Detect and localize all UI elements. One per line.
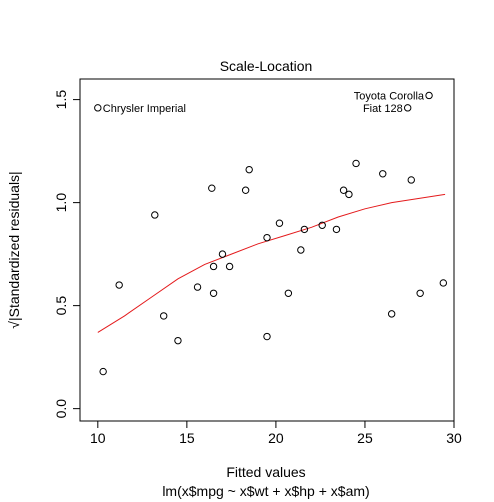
y-axis-label: √|Standardized residuals| <box>6 171 22 328</box>
plot-frame <box>79 78 455 422</box>
data-point <box>208 184 216 192</box>
data-point <box>225 262 234 271</box>
data-point <box>379 170 387 178</box>
data-point <box>339 186 348 194</box>
data-point <box>416 289 424 297</box>
x-tick-label: 25 <box>357 430 373 446</box>
y-tick-label: 1.5 <box>53 90 69 110</box>
x-axis-label: Fitted values <box>226 464 305 480</box>
data-point <box>300 225 309 234</box>
data-point <box>151 211 159 219</box>
data-point <box>439 279 448 287</box>
x-tick-label: 15 <box>179 430 195 446</box>
data-point <box>245 165 253 174</box>
smoother-layer <box>97 193 446 333</box>
data-point <box>284 289 293 297</box>
data-point <box>99 367 107 376</box>
data-points <box>94 91 448 376</box>
data-point <box>387 310 396 318</box>
data-point <box>403 104 412 112</box>
data-point <box>209 289 218 297</box>
x-tick-label: 30 <box>446 430 462 446</box>
data-point <box>407 176 415 184</box>
point-label: Toyota Corolla <box>354 90 425 102</box>
data-point <box>332 225 341 234</box>
data-point <box>318 221 326 229</box>
data-point <box>193 283 202 291</box>
data-point <box>174 336 182 345</box>
chart-title: Scale-Location <box>220 58 313 74</box>
data-point <box>297 246 305 254</box>
data-point <box>345 190 353 199</box>
point-label: Chrysler Imperial <box>103 103 186 115</box>
x-axis: 10 15 20 25 30 <box>90 420 462 446</box>
x-tick-label: 20 <box>268 430 284 446</box>
y-tick-label: 0.0 <box>53 399 69 419</box>
data-point <box>218 250 227 258</box>
x-tick-label: 10 <box>90 430 106 446</box>
y-tick-label: 1.0 <box>53 193 69 213</box>
data-point <box>160 312 168 320</box>
data-point <box>275 219 284 227</box>
y-tick-label: 0.5 <box>53 296 69 316</box>
data-point <box>209 262 218 271</box>
data-point <box>425 91 433 100</box>
point-label: Fiat 128 <box>363 103 403 115</box>
data-point <box>94 104 102 112</box>
smoother-line <box>97 193 446 333</box>
data-point <box>352 159 360 168</box>
y-axis: 0.0 0.5 1.0 1.5 <box>53 90 81 419</box>
data-point <box>115 281 123 289</box>
x-axis-sublabel: lm(x$mpg ~ x$wt + x$hp + x$am) <box>162 483 369 499</box>
data-point <box>263 233 271 242</box>
data-point <box>263 332 271 341</box>
data-point <box>241 186 250 194</box>
